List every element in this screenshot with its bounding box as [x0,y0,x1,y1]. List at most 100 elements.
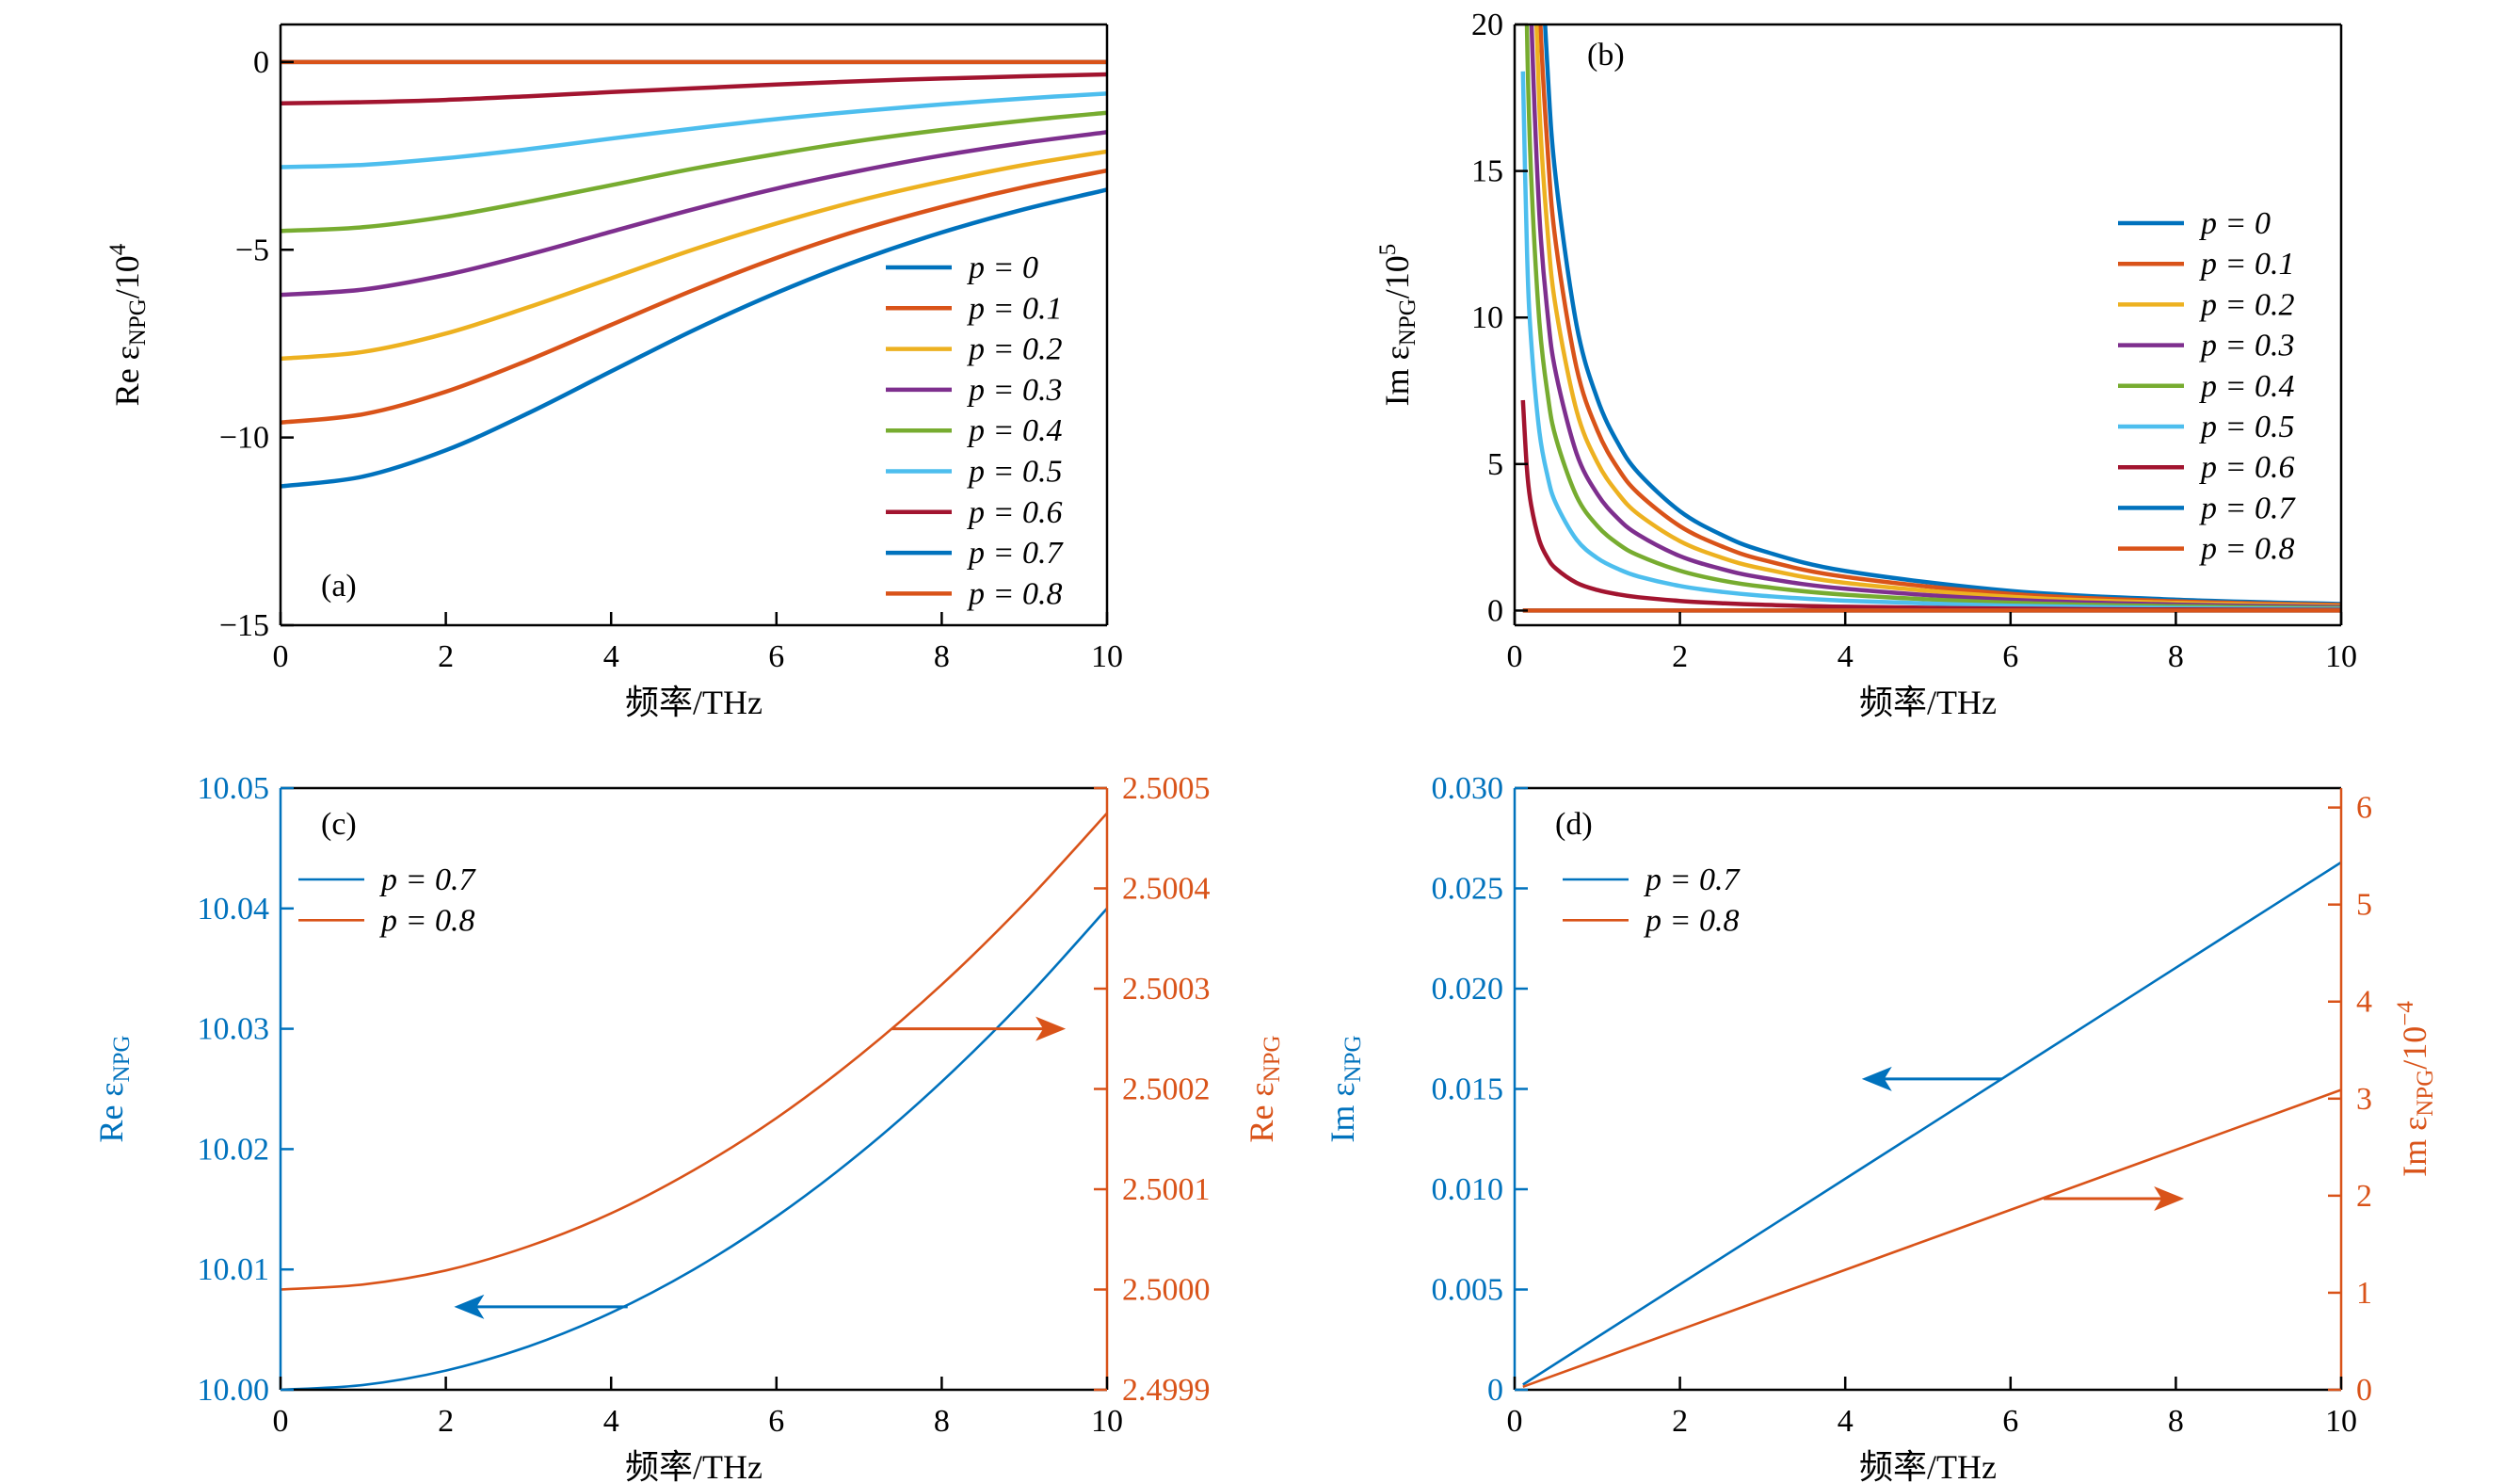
panel-label: (c) [321,807,357,842]
series-line-p0.3 [281,130,1107,298]
x-tick-label: 4 [603,639,619,674]
legend-item: p = 0.3 [2118,329,2294,363]
legend-label: p = 0.5 [2199,410,2294,444]
legend-label: p = 0.2 [2199,287,2294,322]
legend-item: p = 0.8 [886,576,1062,611]
x-tick-label: 4 [603,1404,619,1439]
legend-item: p = 0.8 [2118,532,2294,567]
y-tick-label: 20 [1471,8,1503,42]
legend-label: p = 0.7 [379,862,476,897]
legend-label: p = 0.8 [1644,903,1739,938]
series-line-p0.4 [281,110,1107,234]
y-right-axis-label-prefix: Re ε [1243,1082,1280,1142]
series-line-p0.2 [1533,24,2341,608]
x-tick-label: 4 [1838,1404,1854,1439]
y-tick-label: 0.030 [1432,771,1504,806]
y-right-tick-label: 0 [2356,1373,2372,1408]
x-tick-label: 2 [438,639,454,674]
y-right-axis-label-subscript: NPG [1260,1035,1285,1082]
y-right-tick-label: 2.5004 [1122,872,1211,907]
legend-item: p = 0.2 [2118,287,2294,322]
y-tick-label: −15 [219,608,269,643]
legend-label: p = 0.3 [967,373,1062,408]
y-right-tick-label: 2.5003 [1122,972,1211,1007]
series-line-p0.1 [281,168,1107,425]
annotation-arrow-head [2154,1185,2185,1211]
x-tick-label: 2 [1672,639,1688,674]
y-right-tick-label: 1 [2356,1276,2372,1311]
x-axis-label: 频率/THz [1859,684,1997,721]
y-right-axis-label-subscript: NPG [2413,1070,2438,1117]
legend-label: p = 0.4 [2199,369,2294,404]
y-axis-label-suffix: /10 [1378,255,1416,298]
y-right-axis-label-prefix: Im ε [2396,1117,2433,1177]
series-line-p0.5 [1520,71,2341,611]
series-line-p0.8 [1522,1088,2341,1389]
legend-item: p = 0.6 [886,495,1062,530]
y-tick-label: 5 [1487,447,1503,482]
legend-label: p = 0.1 [967,291,1062,326]
legend-item: p = 0.4 [886,413,1062,448]
y-axis-label-superscript: 4 [105,243,131,255]
x-tick-label: 6 [768,1404,784,1439]
legend: p = 0.7 p = 0.8 [298,862,476,938]
y-right-tick-label: 2.5001 [1122,1172,1211,1207]
y-right-tick-label: 2.5002 [1122,1072,1211,1107]
y-tick-label: 0.015 [1432,1072,1504,1107]
legend-item: p = 0.7 [2118,491,2296,525]
y-axis-label-prefix: Re ε [92,1082,130,1142]
series-line-p0.4 [1524,24,2341,610]
y-tick-label: 10.03 [198,1012,270,1047]
y-right-axis-label: Im εNPG/10−4 [2393,1001,2438,1177]
y-tick-label: −10 [219,421,269,456]
y-right-tick-label: 2.4999 [1122,1373,1211,1408]
x-tick-label: 6 [2002,639,2018,674]
legend-label: p = 0.7 [2199,491,2296,525]
legend-label: p = 0.1 [2199,247,2294,282]
legend-item: p = 0.7 [886,536,1064,571]
legend-label: p = 0.4 [967,413,1062,448]
x-tick-label: 8 [2168,1404,2184,1439]
series-line-p0.7 [281,907,1107,1390]
legend-item: p = 0 [886,250,1038,285]
series-line-p0.7 [1522,861,2341,1386]
legend-item: p = 0.5 [886,455,1062,490]
y-right-tick-label: 2.5005 [1122,771,1211,806]
x-tick-label: 10 [1091,1404,1123,1439]
y-tick-label: 0 [253,45,269,80]
y-tick-label: 10.00 [198,1373,270,1408]
series-line-p0.6 [281,72,1107,105]
x-axis-label: 频率/THz [625,684,762,721]
legend-item: p = 0.4 [2118,369,2294,404]
legend-label: p = 0.2 [967,332,1062,367]
x-tick-label: 0 [273,639,289,674]
series-line-p0.8 [281,812,1107,1291]
legend-label: p = 0.7 [967,536,1064,571]
x-tick-label: 10 [2325,639,2357,674]
y-axis-label-prefix: Re ε [108,346,146,406]
y-right-tick-label: 3 [2356,1082,2372,1117]
y-axis-label-prefix: Im ε [1324,1082,1361,1142]
y-axis-label-prefix: Im ε [1378,346,1416,406]
legend-label: p = 0.6 [2199,450,2294,485]
legend-item: p = 0.7 [1563,862,1741,897]
legend-label: p = 0.6 [967,495,1062,530]
x-tick-label: 0 [1507,1404,1523,1439]
x-tick-label: 6 [768,639,784,674]
x-axis-label: 频率/THz [1859,1448,1997,1483]
y-tick-label: 10.05 [198,771,270,806]
y-tick-label: 10.04 [198,892,270,927]
y-axis-label: Re εNPG/104 [105,243,151,406]
x-tick-label: 0 [1507,639,1523,674]
series-line-p0.3 [1529,24,2341,609]
legend: p = 0 p = 0.1 p = 0.2 p = 0.3 p = 0.4 p = 0.5… [2118,206,2296,567]
legend-item: p = 0.2 [886,332,1062,367]
legend: p = 0.7 p = 0.8 [1563,862,1741,938]
y-tick-label: 0.020 [1432,972,1504,1007]
y-axis-label: Im εNPG/105 [1375,244,1421,407]
legend-item: p = 0.6 [2118,450,2294,485]
x-tick-label: 10 [2325,1404,2357,1439]
